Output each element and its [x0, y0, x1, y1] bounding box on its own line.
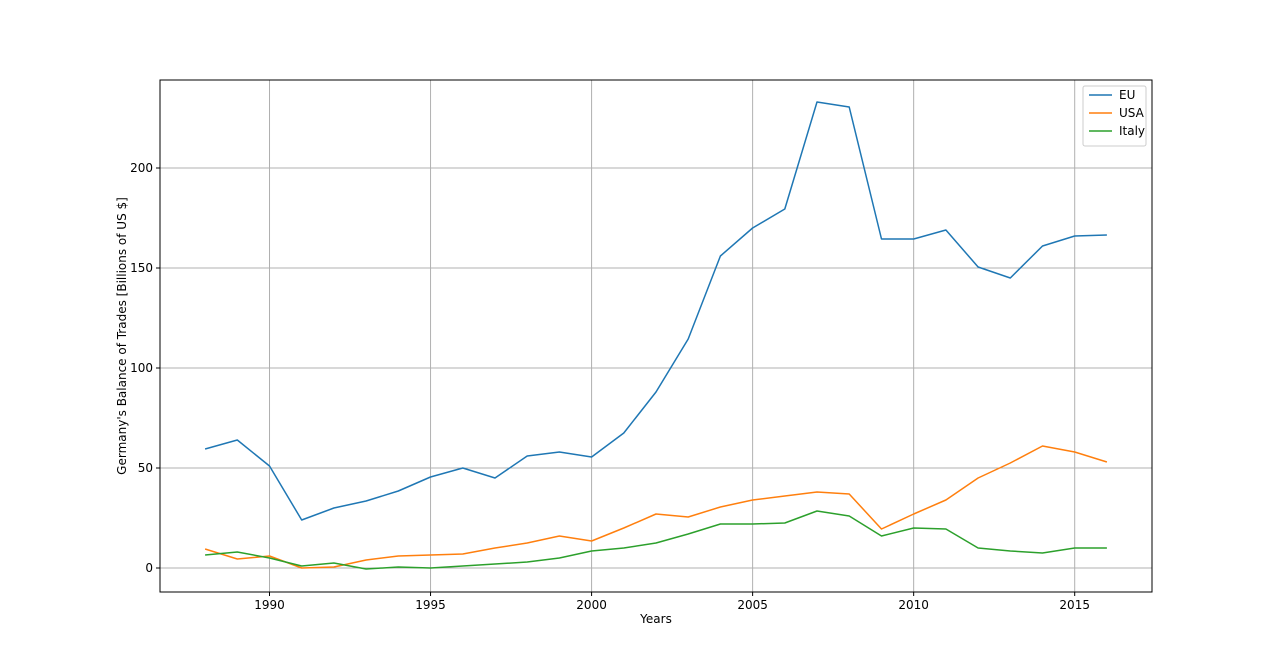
x-tick-label: 1995: [415, 598, 446, 612]
series-line-usa: [204, 445, 1108, 569]
x-tick-label: 2000: [576, 598, 607, 612]
legend: EU USA Italy: [1082, 85, 1147, 147]
y-tick-label: 150: [130, 261, 153, 275]
plot-frame: [159, 79, 1153, 593]
series-lines: [204, 101, 1108, 570]
legend-label-usa: USA: [1119, 106, 1145, 120]
legend-label-italy: Italy: [1119, 124, 1145, 138]
x-tick-label: 2010: [898, 598, 929, 612]
x-tick-label: 2005: [737, 598, 768, 612]
y-tick-label: 200: [130, 161, 153, 175]
x-tick-label: 1990: [254, 598, 285, 612]
y-tick-label: 100: [130, 361, 153, 375]
axis-ticks: 1990 1995 2000 2005 2010 2015 0 50 100 150 200: [130, 161, 1090, 612]
legend-label-eu: EU: [1119, 88, 1135, 102]
series-line-eu: [204, 101, 1107, 521]
y-tick-label: 0: [145, 561, 153, 575]
y-axis-label: Germany's Balance of Trades [Billions of…: [115, 197, 129, 475]
series-line-italy: [205, 510, 1107, 570]
x-tick-label: 2015: [1059, 598, 1090, 612]
x-axis-label: Years: [639, 612, 672, 626]
grid-lines: [160, 80, 1152, 592]
y-tick-label: 50: [138, 461, 153, 475]
